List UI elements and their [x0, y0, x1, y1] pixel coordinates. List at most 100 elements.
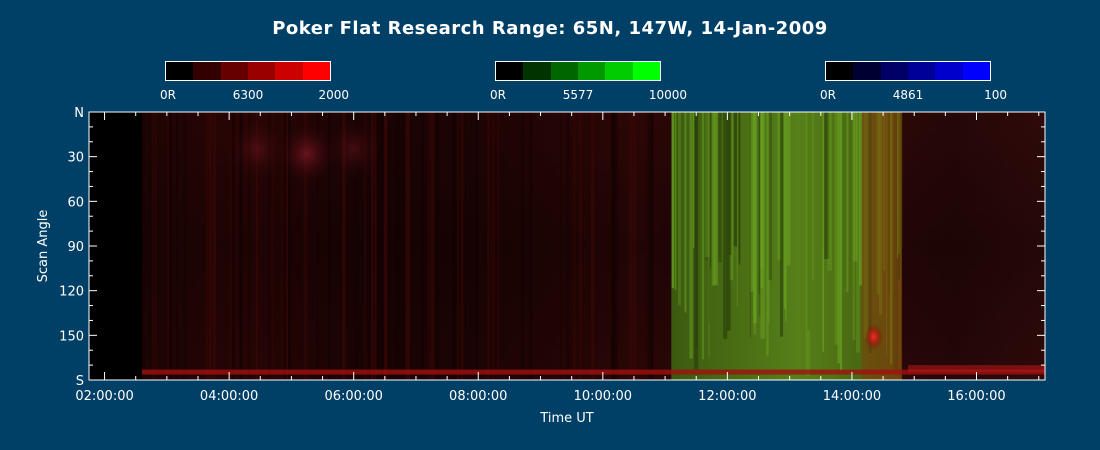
- y-tick-label: 150: [59, 329, 84, 344]
- green-aurora-streak: [824, 112, 830, 259]
- emission-streak: [205, 112, 209, 380]
- emission-streak: [457, 112, 459, 380]
- emission-streak: [452, 112, 456, 380]
- colorbar-segment: [826, 62, 854, 80]
- emission-streak: [270, 112, 273, 380]
- green-aurora-streak: [812, 112, 814, 280]
- emission-streak: [611, 112, 616, 380]
- green-aurora-streak: [766, 112, 769, 356]
- emission-streak: [142, 112, 145, 380]
- green-aurora-streak: [863, 112, 868, 339]
- colorbar-6300: 0R 6300 2000: [160, 61, 349, 102]
- green-aurora-streak: [753, 112, 757, 324]
- colorbar-segment: [632, 62, 660, 80]
- red-aurora-spot: [864, 323, 883, 350]
- green-aurora-streak: [713, 112, 718, 286]
- emission-streak: [380, 112, 384, 380]
- emission-streak: [383, 112, 388, 380]
- emission-streak: [472, 112, 474, 380]
- green-aurora-streak: [702, 112, 704, 360]
- green-aurora-streak: [868, 112, 872, 353]
- green-aurora-streak: [846, 112, 849, 293]
- colorbar-segment: [496, 62, 524, 80]
- green-aurora-streak: [671, 112, 675, 289]
- x-tick-label: 14:00:00: [823, 389, 881, 404]
- y-tick-label: 60: [67, 195, 84, 210]
- emission-streak: [430, 112, 435, 380]
- green-aurora-streak: [684, 112, 687, 313]
- colorbar-segment: [193, 62, 221, 80]
- green-aurora-streak: [736, 112, 738, 307]
- green-aurora-streak: [839, 112, 843, 371]
- emission-streak: [629, 112, 632, 380]
- horizon-emission: [141, 369, 1045, 375]
- emission-streak: [182, 112, 187, 380]
- emission-streak: [341, 112, 346, 380]
- green-aurora-streak: [886, 112, 888, 358]
- colorbar-segment: [550, 62, 578, 80]
- colorbar-4861: 0R 4861 100: [820, 61, 1007, 102]
- green-aurora-streak: [758, 112, 761, 316]
- horizon-emission-bright: [907, 365, 1045, 373]
- emission-streak: [255, 112, 259, 380]
- emission-streak: [489, 112, 492, 380]
- emission-streak: [487, 112, 490, 380]
- green-aurora-streak: [733, 112, 738, 247]
- green-aurora-streak: [883, 112, 886, 271]
- emission-streak: [168, 112, 171, 380]
- emission-streak: [591, 112, 595, 380]
- emission-streak: [426, 112, 428, 380]
- emission-streak: [380, 112, 385, 380]
- green-aurora-streak: [692, 112, 695, 248]
- emission-streak: [436, 112, 440, 380]
- emission-streak: [152, 112, 155, 380]
- green-aurora-streak: [749, 112, 752, 339]
- green-aurora-streak: [878, 112, 883, 316]
- green-aurora-streak: [779, 112, 784, 337]
- emission-streak: [288, 112, 291, 380]
- y-tick-label: N: [74, 106, 84, 121]
- emission-streak: [647, 112, 650, 380]
- emission-streak: [579, 112, 583, 380]
- emission-streak: [363, 112, 367, 380]
- green-aurora-streak: [822, 112, 825, 352]
- emission-streak: [283, 112, 288, 380]
- x-tick-label: 10:00:00: [574, 389, 632, 404]
- emission-streak: [316, 112, 319, 380]
- green-aurora-streak: [767, 112, 770, 324]
- x-tick-label: 04:00:00: [200, 389, 258, 404]
- green-aurora-streak: [893, 112, 899, 371]
- green-aurora-streak: [704, 112, 710, 258]
- emission-streak: [230, 112, 232, 380]
- green-aurora-streak: [723, 112, 728, 339]
- green-aurora-streak: [827, 112, 833, 271]
- x-axis-label: Time UT: [539, 411, 593, 426]
- emission-streak: [469, 112, 472, 380]
- colorbar-4861-channel-label: 4861: [892, 88, 924, 102]
- emission-streak: [461, 112, 464, 380]
- green-aurora-streak: [760, 112, 763, 288]
- green-aurora-streak: [689, 112, 693, 359]
- colorbar-5577-min-label: 0R: [490, 88, 506, 102]
- green-aurora-streak: [890, 112, 893, 365]
- emission-streak: [407, 112, 411, 380]
- emission-streak: [209, 112, 213, 380]
- aurora-blob: [325, 119, 382, 180]
- emission-streak: [560, 112, 562, 380]
- green-aurora-streak: [786, 112, 791, 266]
- colorbar-segment: [907, 62, 936, 80]
- emission-streak: [421, 112, 424, 380]
- green-aurora-streak: [896, 112, 901, 280]
- y-axis-label: Scan Angle: [36, 210, 51, 283]
- emission-streak: [370, 112, 374, 380]
- emission-streak: [376, 112, 380, 380]
- emission-streak: [490, 112, 493, 380]
- emission-streak: [212, 112, 217, 380]
- green-aurora-streak: [897, 112, 901, 254]
- green-aurora-streak: [753, 112, 757, 335]
- emission-streak: [285, 112, 289, 380]
- colorbar-5577: 0R 5577 10000: [490, 61, 687, 102]
- emission-streak: [405, 112, 409, 380]
